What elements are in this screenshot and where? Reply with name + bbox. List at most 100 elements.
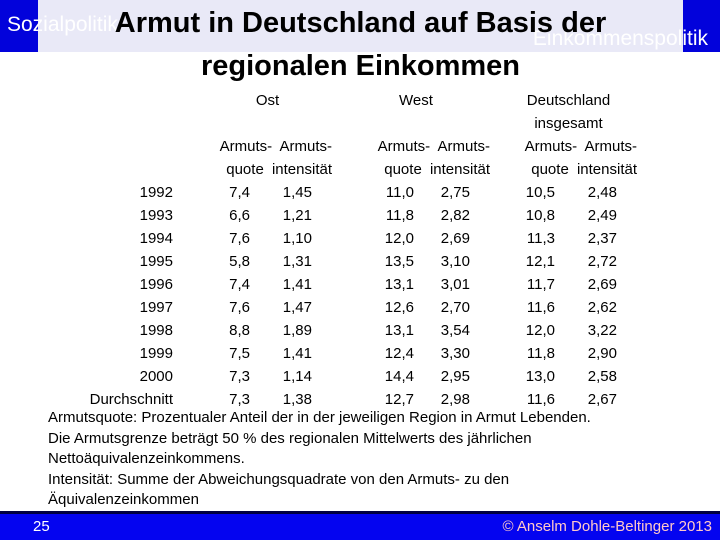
group-header-west: West xyxy=(399,92,433,109)
cell-west-quote: 13,1 xyxy=(384,276,414,293)
row-label: 1994 xyxy=(139,230,173,247)
cell-ost-intensitaet: 1,41 xyxy=(282,345,312,362)
table-row: 1994 7,6 1,10 12,0 2,69 11,3 2,37 xyxy=(58,227,617,250)
cell-west-intensitaet: 2,75 xyxy=(440,184,470,201)
table-row: 1998 8,8 1,89 13,1 3,54 12,0 3,22 xyxy=(58,319,617,342)
group-header-ost: Ost xyxy=(255,92,280,109)
row-label: 1998 xyxy=(139,322,173,339)
cell-ost-quote: 7,3 xyxy=(229,368,250,385)
table-row-durchschnitt: Durchschnitt 7,3 1,38 12,7 2,98 11,6 2,6… xyxy=(58,388,617,411)
subheader-west-line1: Armuts- Armuts- xyxy=(377,138,490,155)
poverty-table: Ost West Deutschland insgesamt Armuts- A… xyxy=(58,89,637,411)
cell-d-quote: 12,1 xyxy=(525,253,555,270)
cell-d-intensitaet: 2,69 xyxy=(587,276,617,293)
cell-d-intensitaet: 2,90 xyxy=(587,345,617,362)
cell-west-quote: 12,4 xyxy=(384,345,414,362)
cell-d-intensitaet: 2,62 xyxy=(587,299,617,316)
nav-label-sozialpolitik: Sozialpolitik xyxy=(7,13,118,36)
footnote-line: Intensität: Summe der Abweichungsquadrat… xyxy=(48,470,510,488)
cell-ost-quote: 5,8 xyxy=(229,253,250,270)
table-row: 1996 7,4 1,41 13,1 3,01 11,7 2,69 xyxy=(58,273,617,296)
subheader-deutschland-line2: quote intensität xyxy=(531,161,637,178)
table-group-header-row: Ost West Deutschland xyxy=(58,89,617,112)
footnotes: Armutsquote: Prozentualer Anteil der in … xyxy=(48,408,591,511)
slide-title-line2: regionalen Einkommen xyxy=(200,50,521,82)
cell-west-intensitaet: 2,82 xyxy=(440,207,470,224)
footnote-line: Armutsquote: Prozentualer Anteil der in … xyxy=(48,409,591,426)
cell-d-intensitaet: 2,58 xyxy=(587,368,617,385)
table-row: 1993 6,6 1,21 11,8 2,82 10,8 2,49 xyxy=(58,204,617,227)
title-box xyxy=(38,0,683,52)
row-label: 1997 xyxy=(139,299,173,316)
group-header-insgesamt: insgesamt xyxy=(534,115,603,132)
cell-ost-quote: 7,4 xyxy=(229,184,250,201)
subheader-west-line2: quote intensität xyxy=(384,161,490,178)
cell-ost-intensitaet: 1,45 xyxy=(282,184,312,201)
cell-west-intensitaet: 2,69 xyxy=(440,230,470,247)
cell-west-quote: 13,1 xyxy=(384,322,414,339)
cell-d-intensitaet: 2,67 xyxy=(587,391,617,408)
row-label: 1993 xyxy=(139,207,173,224)
subheader-deutschland-line1: Armuts- Armuts- xyxy=(524,138,637,155)
cell-d-quote: 11,8 xyxy=(526,345,555,362)
row-label: Durchschnitt xyxy=(89,391,173,408)
subheader-ost-line2: quote intensität xyxy=(226,161,332,178)
cell-ost-intensitaet: 1,21 xyxy=(282,207,312,224)
nav-label-einkommenspolitik: Einkommenspolitik xyxy=(532,27,708,50)
cell-ost-intensitaet: 1,47 xyxy=(282,299,312,316)
footer-bar: 25 © Anselm Dohle-Beltinger 2013 xyxy=(0,511,720,540)
slide-title: Armut in Deutschland auf Basis der regio… xyxy=(38,2,683,88)
footnote-line: Äquivalenzeinkommen xyxy=(48,491,199,508)
cell-d-intensitaet: 2,37 xyxy=(587,230,617,247)
table-group-header-row2: insgesamt xyxy=(58,112,617,135)
cell-d-intensitaet: 2,49 xyxy=(587,207,617,224)
subheader-ost-line1: Armuts- Armuts- xyxy=(219,138,332,155)
row-label: 2000 xyxy=(139,368,173,385)
cell-d-quote: 11,7 xyxy=(526,276,555,293)
cell-d-quote: 13,0 xyxy=(525,368,555,385)
table-row: 1997 7,6 1,47 12,6 2,70 11,6 2,62 xyxy=(58,296,617,319)
cell-ost-quote: 7,3 xyxy=(229,391,250,408)
cell-ost-quote: 7,6 xyxy=(229,230,250,247)
cell-west-quote: 12,7 xyxy=(384,391,414,408)
cell-ost-intensitaet: 1,41 xyxy=(282,276,312,293)
cell-d-intensitaet: 3,22 xyxy=(587,322,617,339)
cell-ost-quote: 8,8 xyxy=(229,322,250,339)
slide-title-line1: Armut in Deutschland auf Basis der xyxy=(114,7,607,39)
cell-d-intensitaet: 2,72 xyxy=(587,253,617,270)
cell-d-quote: 11,6 xyxy=(526,391,555,408)
cell-d-quote: 11,6 xyxy=(526,299,555,316)
table-row: 1999 7,5 1,41 12,4 3,30 11,8 2,90 xyxy=(58,342,617,365)
table-subheader-row2: quote intensität quote intensität quote … xyxy=(58,158,637,181)
cell-west-quote: 11,8 xyxy=(385,207,414,224)
page-number: 25 xyxy=(33,518,50,535)
cell-d-quote: 10,8 xyxy=(525,207,555,224)
cell-west-quote: 13,5 xyxy=(384,253,414,270)
cell-west-intensitaet: 2,70 xyxy=(440,299,470,316)
cell-ost-intensitaet: 1,38 xyxy=(282,391,312,408)
cell-west-intensitaet: 2,95 xyxy=(440,368,470,385)
copyright-text: © Anselm Dohle-Beltinger 2013 xyxy=(502,518,712,535)
row-label: 1995 xyxy=(139,253,173,270)
cell-ost-quote: 7,6 xyxy=(229,299,250,316)
cell-d-quote: 10,5 xyxy=(525,184,555,201)
table-row: 1995 5,8 1,31 13,5 3,10 12,1 2,72 xyxy=(58,250,617,273)
cell-west-quote: 14,4 xyxy=(384,368,414,385)
cell-d-intensitaet: 2,48 xyxy=(587,184,617,201)
cell-west-intensitaet: 3,10 xyxy=(440,253,470,270)
cell-west-quote: 12,6 xyxy=(384,299,414,316)
footnote-line: Die Armutsgrenze beträgt 50 % des region… xyxy=(48,429,532,447)
cell-ost-quote: 7,5 xyxy=(229,345,250,362)
cell-d-quote: 11,3 xyxy=(526,230,555,247)
cell-ost-intensitaet: 1,31 xyxy=(282,253,312,270)
table-subheader-row1: Armuts- Armuts- Armuts- Armuts- Armuts- … xyxy=(58,135,637,158)
cell-d-quote: 12,0 xyxy=(525,322,555,339)
cell-west-intensitaet: 3,01 xyxy=(440,276,470,293)
cell-ost-quote: 6,6 xyxy=(229,207,250,224)
cell-ost-intensitaet: 1,14 xyxy=(282,368,312,385)
table-row: 1992 7,4 1,45 11,0 2,75 10,5 2,48 xyxy=(58,181,617,204)
footnote-line: Nettoäquivalenzeinkommens. xyxy=(48,450,245,467)
cell-west-intensitaet: 2,98 xyxy=(440,391,470,408)
cell-ost-intensitaet: 1,10 xyxy=(282,230,312,247)
